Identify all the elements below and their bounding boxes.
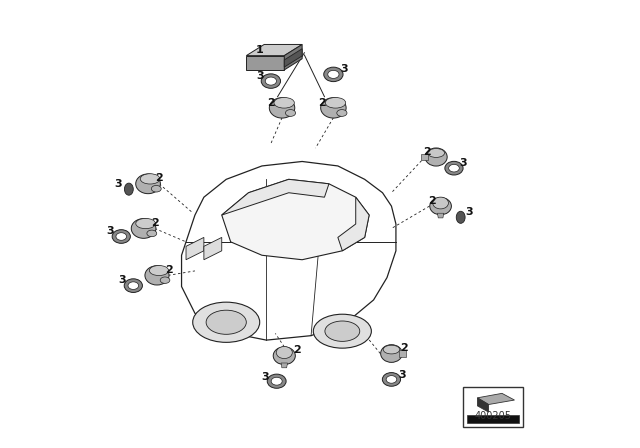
Ellipse shape <box>145 266 169 285</box>
Polygon shape <box>284 44 302 70</box>
Polygon shape <box>399 350 406 357</box>
Ellipse shape <box>147 230 157 237</box>
Ellipse shape <box>382 373 401 386</box>
Text: 2: 2 <box>318 98 326 108</box>
Polygon shape <box>246 44 302 56</box>
Polygon shape <box>204 237 221 260</box>
Text: 3: 3 <box>262 372 269 382</box>
Text: 2: 2 <box>400 343 408 353</box>
Text: 2: 2 <box>156 173 163 183</box>
Ellipse shape <box>274 98 294 108</box>
Ellipse shape <box>128 282 139 289</box>
Ellipse shape <box>445 161 463 175</box>
Ellipse shape <box>425 148 447 166</box>
Ellipse shape <box>314 314 371 348</box>
Ellipse shape <box>136 218 156 228</box>
Ellipse shape <box>430 198 451 215</box>
Ellipse shape <box>112 230 131 243</box>
Ellipse shape <box>140 174 160 184</box>
Polygon shape <box>284 49 302 67</box>
Ellipse shape <box>271 377 282 385</box>
Ellipse shape <box>276 346 292 358</box>
Ellipse shape <box>116 233 127 240</box>
Text: 2: 2 <box>428 196 436 206</box>
Polygon shape <box>477 393 515 405</box>
Ellipse shape <box>131 219 156 238</box>
Ellipse shape <box>285 110 296 116</box>
Ellipse shape <box>383 345 400 354</box>
Text: 2: 2 <box>165 265 173 275</box>
Ellipse shape <box>269 98 295 118</box>
Text: 1: 1 <box>256 45 264 55</box>
Text: 3: 3 <box>340 64 348 73</box>
Ellipse shape <box>149 266 169 276</box>
Polygon shape <box>221 179 329 215</box>
Ellipse shape <box>268 374 286 388</box>
FancyBboxPatch shape <box>463 387 524 427</box>
Ellipse shape <box>325 98 346 108</box>
Polygon shape <box>186 237 204 260</box>
Polygon shape <box>421 154 428 160</box>
FancyBboxPatch shape <box>467 415 519 423</box>
Ellipse shape <box>321 98 346 118</box>
Ellipse shape <box>265 77 276 85</box>
Ellipse shape <box>206 310 246 334</box>
Text: 2: 2 <box>267 98 275 108</box>
Ellipse shape <box>449 164 460 172</box>
Ellipse shape <box>124 279 143 293</box>
Text: 3: 3 <box>115 179 122 189</box>
Text: 400205: 400205 <box>475 411 511 421</box>
Ellipse shape <box>433 197 449 209</box>
Text: 3: 3 <box>466 207 474 217</box>
Ellipse shape <box>386 375 397 383</box>
Ellipse shape <box>428 149 445 157</box>
Ellipse shape <box>328 70 339 78</box>
Polygon shape <box>477 398 488 412</box>
Ellipse shape <box>324 67 343 82</box>
Polygon shape <box>338 197 369 251</box>
Text: 2: 2 <box>151 218 159 228</box>
Ellipse shape <box>456 211 465 224</box>
Ellipse shape <box>136 174 161 194</box>
Polygon shape <box>438 213 444 218</box>
Ellipse shape <box>381 345 403 362</box>
Text: 2: 2 <box>293 345 301 355</box>
Polygon shape <box>246 56 284 70</box>
Text: 3: 3 <box>399 370 406 380</box>
Ellipse shape <box>160 277 170 284</box>
Text: 3: 3 <box>106 226 114 236</box>
Ellipse shape <box>273 347 295 365</box>
Text: 3: 3 <box>459 158 467 168</box>
Ellipse shape <box>325 321 360 341</box>
Text: 3: 3 <box>256 71 264 81</box>
Ellipse shape <box>151 185 161 192</box>
Ellipse shape <box>337 110 347 116</box>
Text: 3: 3 <box>119 275 127 285</box>
Polygon shape <box>221 179 369 260</box>
Ellipse shape <box>124 183 133 195</box>
Ellipse shape <box>193 302 260 342</box>
Polygon shape <box>281 363 287 368</box>
Text: 2: 2 <box>423 146 431 157</box>
Ellipse shape <box>261 74 280 88</box>
